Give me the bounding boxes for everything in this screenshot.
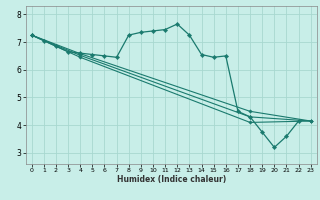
X-axis label: Humidex (Indice chaleur): Humidex (Indice chaleur): [116, 175, 226, 184]
